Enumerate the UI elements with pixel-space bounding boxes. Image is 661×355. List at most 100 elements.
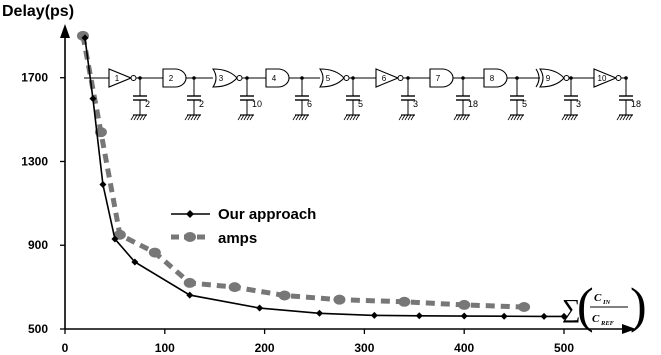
ground-hatch: [622, 114, 627, 121]
gate-and-icon: [483, 68, 508, 88]
gate-and-icon: [265, 68, 290, 88]
ground-hatch: [343, 114, 348, 121]
xor-input-arc: [535, 68, 540, 88]
our-approach-point: [256, 304, 264, 312]
ground-hatch: [193, 114, 198, 121]
ground-hatch: [573, 114, 578, 121]
ground-hatch: [292, 114, 297, 121]
gate-xor-icon: [538, 68, 565, 88]
x-tick-label: 200: [255, 341, 275, 355]
ground-hatch: [561, 114, 566, 121]
ground-hatch: [462, 114, 467, 121]
load-cap-value: 18: [468, 99, 478, 109]
ground-hatch: [453, 114, 458, 121]
series-amps: [76, 30, 531, 313]
our-approach-point: [131, 258, 139, 266]
inverter-bubble: [615, 75, 622, 81]
ground-hatch: [142, 114, 147, 121]
gate-number: 5: [326, 74, 331, 83]
ground-hatch: [295, 114, 300, 121]
gate-number: 10: [598, 74, 607, 83]
amps-point: [113, 229, 126, 240]
our-approach-point: [500, 312, 508, 320]
x-tick-label: 500: [554, 341, 574, 355]
legend-label-amps: amps: [218, 230, 257, 247]
our-approach-point: [315, 309, 323, 317]
gate-number: 2: [169, 74, 174, 83]
load-cap-value: 10: [252, 99, 262, 109]
ground-hatch: [404, 114, 409, 121]
ground-hatch: [355, 114, 360, 121]
our-approach-point: [186, 291, 194, 299]
ground-hatch: [184, 114, 189, 121]
ground-hatch: [510, 114, 515, 121]
our-approach-point: [415, 312, 423, 320]
ground-hatch: [625, 114, 630, 121]
gate-number: 4: [272, 74, 277, 83]
ground-hatch: [459, 114, 464, 121]
ground-hatch: [243, 114, 248, 121]
y-tick-label: 500: [28, 322, 48, 336]
ground-hatch: [136, 114, 141, 121]
ground-hatch: [564, 114, 569, 121]
denominator-subscript: REF: [600, 320, 615, 327]
ground-hatch: [619, 114, 624, 121]
ground-hatch: [133, 114, 138, 121]
our-approach-point: [99, 181, 107, 189]
series-our-approach: [81, 34, 568, 320]
ground-hatch: [567, 114, 572, 121]
ground-hatch: [352, 114, 357, 121]
ground-hatch: [237, 114, 242, 121]
numerator: C: [594, 292, 602, 304]
ground-hatch: [519, 114, 524, 121]
amps-point: [148, 247, 161, 258]
gate-number: 6: [382, 74, 387, 83]
x-tick-label: 400: [454, 341, 474, 355]
gate-number: 7: [436, 74, 441, 83]
x-tick-label: 300: [354, 341, 374, 355]
inverter-bubble: [236, 75, 243, 81]
gate-number: 8: [490, 74, 495, 83]
legend-marker-amps: [184, 232, 196, 242]
ground-hatch: [398, 114, 403, 121]
ground-hatch: [190, 114, 195, 121]
gate-or-icon: [211, 68, 238, 88]
ground-hatch: [298, 114, 303, 121]
gate-buf-icon: [593, 68, 618, 88]
y-tick-label: 900: [28, 238, 48, 252]
ground-hatch: [628, 114, 633, 121]
x-tick-label: 0: [62, 341, 69, 355]
ground-hatch: [304, 114, 309, 121]
gate-and-icon: [429, 68, 454, 88]
gate-buf-icon: [375, 68, 400, 88]
legend-label-our-approach: Our approach: [218, 206, 316, 223]
load-cap-value: 18: [631, 99, 641, 109]
y-tick-label: 1700: [21, 71, 48, 85]
our-approach-line: [84, 37, 564, 318]
ground-hatch: [346, 114, 351, 121]
amps-point: [228, 282, 241, 293]
load-cap-value: 6: [307, 99, 312, 109]
gate-number: 1: [115, 74, 120, 83]
our-approach-point: [460, 312, 468, 320]
ground-hatch: [407, 114, 412, 121]
capacitance-ratio-sum-annotation: ∑()C INC REF: [562, 277, 647, 333]
our-approach-point: [89, 95, 97, 103]
axes: 500 900 1300 1700 0 100 200 300 400 500: [21, 24, 636, 355]
load-cap-value: 2: [199, 99, 204, 109]
ground-hatch: [130, 114, 135, 121]
y-tick-label: 1300: [21, 154, 48, 168]
our-approach-point: [540, 312, 548, 320]
amps-point: [458, 299, 471, 310]
ground-hatch: [465, 114, 470, 121]
ground-hatch: [570, 114, 575, 121]
gate-number: 3: [219, 74, 224, 83]
inverter-bubble: [397, 75, 404, 81]
ground-hatch: [187, 114, 192, 121]
load-cap-value: 5: [358, 99, 363, 109]
amps-line: [80, 35, 525, 310]
ground-hatch: [516, 114, 521, 121]
legend-marker-our-approach: [186, 210, 194, 218]
ground-hatch: [507, 114, 512, 121]
ground-hatch: [616, 114, 621, 121]
